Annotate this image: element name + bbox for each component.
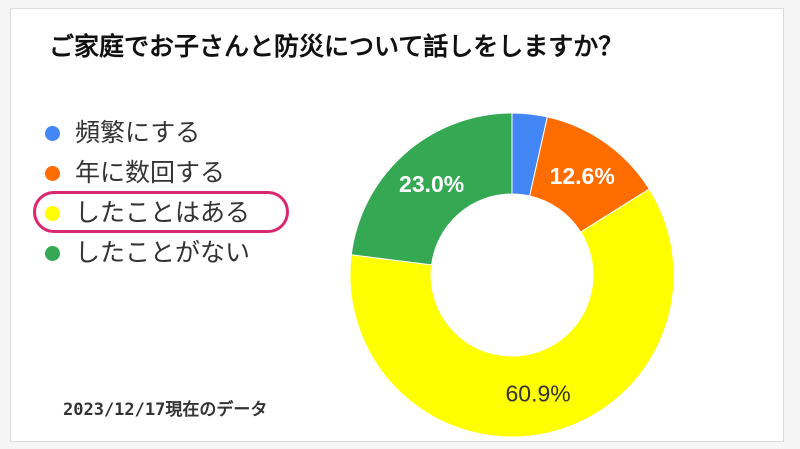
chart-title: ご家庭でお子さんと防災について話しをしますか？ xyxy=(49,32,624,61)
legend-label-have-done: したことはある xyxy=(75,198,251,227)
legend-item-few-times-a-year: 年に数回する xyxy=(39,153,250,193)
donut-slice-never xyxy=(350,112,513,266)
legend-label-frequently: 頻繁にする xyxy=(75,118,201,147)
legend-dot-frequently xyxy=(45,126,60,141)
legend-item-frequently: 頻繁にする xyxy=(39,113,250,153)
data-date-footnote: 2023/12/17現在のデータ xyxy=(63,400,268,420)
donut-label-few-times-a-year: 12.6% xyxy=(550,163,615,189)
donut-label-have-done: 60.9% xyxy=(506,381,571,407)
donut-label-never: 23.0% xyxy=(399,171,464,197)
legend-label-never: したことがない xyxy=(75,238,251,267)
donut-slice-have-done xyxy=(349,188,675,438)
legend-label-few-times-a-year: 年に数回する xyxy=(75,158,226,187)
legend-item-never: したことがない xyxy=(39,233,250,273)
legend: 頻繁にする 年に数回する したことはある したことがない xyxy=(39,113,250,273)
legend-dot-few-times-a-year xyxy=(45,166,60,181)
legend-highlight-circle xyxy=(33,191,289,233)
legend-dot-never xyxy=(45,246,60,261)
